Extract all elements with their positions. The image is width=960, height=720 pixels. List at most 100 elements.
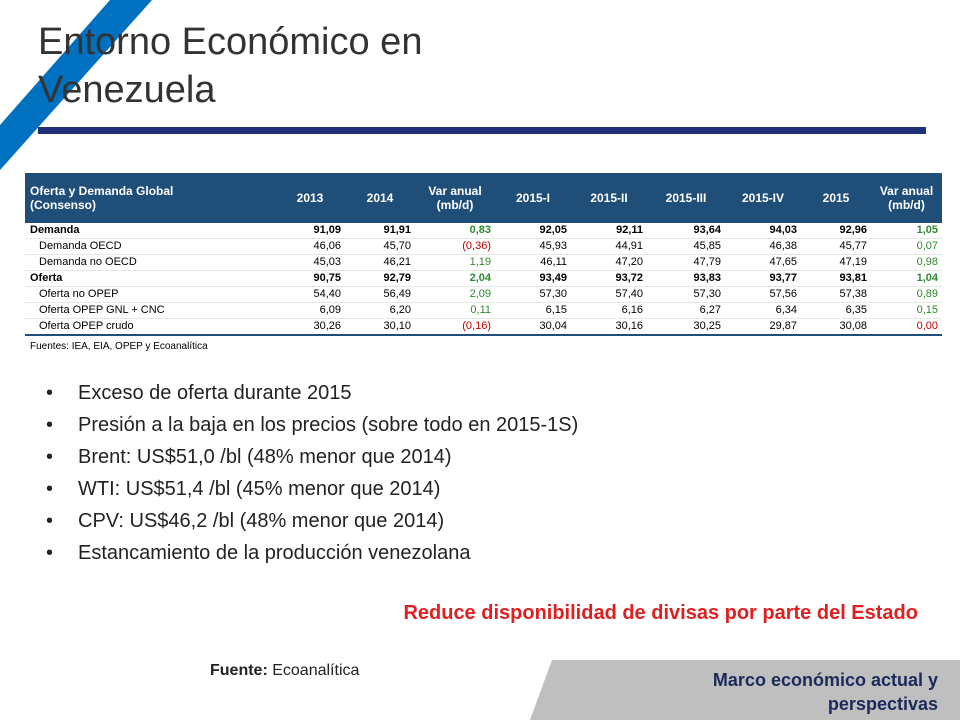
bullet-item: • Brent: US$51,0 /bl (48% menor que 2014) (40, 441, 880, 473)
table-row: Demanda no OECD 45,03 46,21 1,19 46,11 47,20 4… (25, 254, 942, 271)
table-header-label: Oferta y Demanda Global (Consenso) (25, 173, 275, 223)
table-cell: 93,77 (725, 270, 801, 287)
table-cell: 47,19 (801, 254, 871, 271)
source-label: Fuente: (210, 662, 268, 679)
table-cell: 45,85 (647, 238, 725, 255)
footer-tab-shape (530, 660, 960, 720)
table-cell: 0,89 (871, 286, 942, 303)
bullet-dot-icon: • (46, 446, 54, 468)
table-cell: 30,26 (275, 318, 345, 336)
table-cell: 6,09 (275, 302, 345, 319)
bullet-text: Brent: US$51,0 /bl (48% menor que 2014) (78, 446, 452, 468)
table-cell: 47,79 (647, 254, 725, 271)
table-cell: 47,65 (725, 254, 801, 271)
bullet-item: • WTI: US$51,4 /bl (45% menor que 2014) (40, 473, 880, 505)
footer-line2: perspectivas (827, 694, 938, 714)
table-cell: 46,21 (345, 254, 415, 271)
table-row-label: Demanda no OECD (25, 254, 275, 271)
table-cell: 56,49 (345, 286, 415, 303)
bullet-item: • Estancamiento de la producción venezola… (40, 537, 880, 569)
table-cell: 46,38 (725, 238, 801, 255)
table-row: Oferta OPEP crudo 30,26 30,10 (0,16) 30,04 30… (25, 318, 942, 336)
table-row: Demanda 91,09 91,91 0,83 92,05 92,11 93,64 94,0… (25, 223, 942, 239)
table-cell: 93,83 (647, 270, 725, 287)
table-row-label: Oferta OPEP crudo (25, 318, 275, 336)
footer-line1: Marco económico actual y (712, 670, 938, 690)
table-row: Oferta OPEP GNL + CNC 6,09 6,20 0,11 6,15 6,1… (25, 302, 942, 319)
table-cell: 93,72 (571, 270, 647, 287)
table-row-label: Demanda OECD (25, 238, 275, 255)
bullet-list: • Exceso de oferta durante 2015 • Presión a… (40, 377, 880, 569)
footer-section-label: Marco económico actual y perspectivas (560, 668, 938, 716)
bullet-dot-icon: • (46, 414, 54, 436)
page-title-line1: Entorno Económico en (38, 21, 423, 63)
page-title-line2: Venezuela (38, 69, 216, 111)
table-cell: 47,20 (571, 254, 647, 271)
bullet-text: Presión a la baja en los precios (sobre … (78, 414, 579, 436)
table-row-label: Demanda (25, 223, 275, 239)
table-cell: 45,93 (495, 238, 571, 255)
table-cell: 1,05 (871, 223, 942, 239)
table-cell: 92,79 (345, 270, 415, 287)
table-header-cell: 2015-IV (725, 173, 801, 223)
table-row: Oferta no OPEP 54,40 56,49 2,09 57,30 57,40 57… (25, 286, 942, 303)
table-header-cell: 2015 (801, 173, 871, 223)
table-cell: 6,34 (725, 302, 801, 319)
table-source-note: Fuentes: IEA, EIA, OPEP y Ecoanalítica (25, 334, 942, 356)
bullet-text: CPV: US$46,2 /bl (48% menor que 2014) (78, 510, 445, 532)
table-cell: 92,96 (801, 223, 871, 239)
table-cell: 30,04 (495, 318, 571, 336)
bullet-text: WTI: US$51,4 /bl (45% menor que 2014) (78, 478, 441, 500)
page-title: Entorno Económico en Venezuela (38, 18, 738, 114)
table-cell: 0,98 (871, 254, 942, 271)
bullet-text: Exceso de oferta durante 2015 (78, 382, 352, 404)
table-cell: 57,40 (571, 286, 647, 303)
table-cell: 45,70 (345, 238, 415, 255)
source-value: Ecoanalítica (272, 662, 360, 679)
table-cell: 6,27 (647, 302, 725, 319)
bullet-dot-icon: • (46, 478, 54, 500)
table-cell: 30,16 (571, 318, 647, 336)
table-body: Demanda 91,09 91,91 0,83 92,05 92,11 93,64 94,0… (25, 223, 942, 336)
table-cell: 6,20 (345, 302, 415, 319)
table-cell: 93,49 (495, 270, 571, 287)
table-cell: 54,40 (275, 286, 345, 303)
table-header-cell: 2014 (345, 173, 415, 223)
table-cell: 0,83 (415, 223, 495, 239)
table-cell: 1,04 (871, 270, 942, 287)
bullet-dot-icon: • (46, 382, 54, 404)
bullet-item: • Presión a la baja en los precios (sobre… (40, 409, 880, 441)
table-cell: 90,75 (275, 270, 345, 287)
table-cell: 2,04 (415, 270, 495, 287)
table-cell: 30,10 (345, 318, 415, 336)
table-cell: 45,03 (275, 254, 345, 271)
table-header-cell: 2015-III (647, 173, 725, 223)
title-divider (38, 127, 926, 134)
table-cell: 93,81 (801, 270, 871, 287)
table-cell: 92,11 (571, 223, 647, 239)
table-cell: 46,11 (495, 254, 571, 271)
table-header-cell: Var anual (mb/d) (415, 173, 495, 223)
table-cell: 91,91 (345, 223, 415, 239)
table-header-cell: 2015-II (571, 173, 647, 223)
table-row-label: Oferta (25, 270, 275, 287)
table-cell: 29,87 (725, 318, 801, 336)
table-cell: 57,56 (725, 286, 801, 303)
bullet-dot-icon: • (46, 510, 54, 532)
table-cell: 6,35 (801, 302, 871, 319)
table-cell: 0,11 (415, 302, 495, 319)
table-cell: 57,30 (495, 286, 571, 303)
table-row-label: Oferta OPEP GNL + CNC (25, 302, 275, 319)
table-cell: 44,91 (571, 238, 647, 255)
bullet-item: • Exceso de oferta durante 2015 (40, 377, 880, 409)
table-cell: 1,19 (415, 254, 495, 271)
table-cell: 92,05 (495, 223, 571, 239)
table-cell: 0,00 (871, 318, 942, 336)
table-header-cell: Var anual (mb/d) (871, 173, 942, 223)
highlight-conclusion: Reduce disponibilidad de divisas por par… (403, 602, 918, 624)
table-cell: 94,03 (725, 223, 801, 239)
table-cell: 0,15 (871, 302, 942, 319)
source-credit: Fuente: Ecoanalítica (210, 662, 359, 680)
table-header-cell: 2015-I (495, 173, 571, 223)
table-header-cell: 2013 (275, 173, 345, 223)
